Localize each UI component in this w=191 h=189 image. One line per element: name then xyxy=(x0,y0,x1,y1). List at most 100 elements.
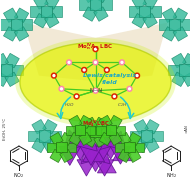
Polygon shape xyxy=(105,127,122,148)
Circle shape xyxy=(93,88,98,93)
Polygon shape xyxy=(24,23,167,81)
Text: Lewis catalysis
field: Lewis catalysis field xyxy=(83,73,136,85)
Polygon shape xyxy=(86,155,105,172)
Polygon shape xyxy=(52,6,62,17)
Circle shape xyxy=(76,95,78,97)
Polygon shape xyxy=(45,0,59,9)
Polygon shape xyxy=(134,119,148,134)
Polygon shape xyxy=(143,0,157,9)
Polygon shape xyxy=(47,143,57,152)
Circle shape xyxy=(59,86,64,91)
Polygon shape xyxy=(69,115,82,129)
Polygon shape xyxy=(41,6,52,17)
Polygon shape xyxy=(96,126,106,135)
Polygon shape xyxy=(91,146,111,164)
Ellipse shape xyxy=(20,43,171,122)
Polygon shape xyxy=(75,125,85,136)
Polygon shape xyxy=(162,8,177,22)
Circle shape xyxy=(51,73,56,78)
Polygon shape xyxy=(173,27,188,41)
Ellipse shape xyxy=(15,38,176,127)
Text: EtOH, 25°C: EtOH, 25°C xyxy=(3,117,7,140)
Polygon shape xyxy=(79,132,92,146)
Polygon shape xyxy=(85,126,95,135)
Polygon shape xyxy=(99,132,112,146)
Circle shape xyxy=(74,94,79,99)
Polygon shape xyxy=(173,8,188,22)
Polygon shape xyxy=(94,0,108,3)
Polygon shape xyxy=(60,132,73,146)
Polygon shape xyxy=(99,115,112,129)
Polygon shape xyxy=(59,146,81,165)
Polygon shape xyxy=(100,128,110,137)
Polygon shape xyxy=(5,53,19,68)
Polygon shape xyxy=(0,53,8,68)
Circle shape xyxy=(136,75,138,77)
Polygon shape xyxy=(43,138,57,153)
Polygon shape xyxy=(90,142,106,161)
Polygon shape xyxy=(132,13,146,28)
Polygon shape xyxy=(100,142,121,159)
Polygon shape xyxy=(113,143,133,161)
Circle shape xyxy=(135,73,140,78)
Circle shape xyxy=(93,60,98,65)
Polygon shape xyxy=(11,19,22,30)
Circle shape xyxy=(95,90,96,92)
Polygon shape xyxy=(180,19,191,30)
Polygon shape xyxy=(129,6,139,17)
Polygon shape xyxy=(94,134,107,147)
Text: $C_2H$: $C_2H$ xyxy=(117,102,127,109)
Polygon shape xyxy=(22,19,32,30)
Polygon shape xyxy=(34,0,48,9)
Polygon shape xyxy=(1,64,12,76)
Circle shape xyxy=(113,95,115,97)
Polygon shape xyxy=(74,126,93,148)
Polygon shape xyxy=(45,13,59,28)
Polygon shape xyxy=(81,146,99,164)
Polygon shape xyxy=(118,149,131,163)
Polygon shape xyxy=(3,27,18,41)
Polygon shape xyxy=(134,143,144,152)
Polygon shape xyxy=(183,72,191,87)
Polygon shape xyxy=(168,65,179,75)
Polygon shape xyxy=(115,143,125,152)
Polygon shape xyxy=(30,6,41,17)
Polygon shape xyxy=(66,126,75,135)
Text: >AN: >AN xyxy=(184,124,188,133)
Polygon shape xyxy=(107,131,126,151)
Polygon shape xyxy=(150,6,161,17)
Polygon shape xyxy=(128,149,141,163)
Polygon shape xyxy=(169,19,180,30)
Polygon shape xyxy=(183,53,191,68)
Polygon shape xyxy=(94,7,108,21)
Polygon shape xyxy=(109,115,122,129)
Polygon shape xyxy=(110,146,131,164)
Polygon shape xyxy=(0,65,1,75)
Polygon shape xyxy=(0,19,11,30)
Polygon shape xyxy=(14,8,29,22)
Text: NO$_2$: NO$_2$ xyxy=(13,171,25,180)
Polygon shape xyxy=(143,13,157,28)
Polygon shape xyxy=(69,141,91,160)
Text: $\mathbf{Mo^{IV}_nA_5\ LBC}$: $\mathbf{Mo^{IV}_nA_5\ LBC}$ xyxy=(78,41,113,52)
Circle shape xyxy=(93,47,98,52)
Circle shape xyxy=(68,61,70,63)
Polygon shape xyxy=(50,149,63,163)
Polygon shape xyxy=(56,142,66,153)
Polygon shape xyxy=(39,130,50,142)
Polygon shape xyxy=(66,143,76,152)
Polygon shape xyxy=(60,149,73,163)
Polygon shape xyxy=(28,131,39,141)
Circle shape xyxy=(95,48,96,50)
Polygon shape xyxy=(32,138,46,153)
Circle shape xyxy=(95,61,96,63)
Polygon shape xyxy=(90,0,101,10)
Polygon shape xyxy=(90,127,101,137)
Text: $H_2O$: $H_2O$ xyxy=(64,102,74,109)
Polygon shape xyxy=(152,131,163,141)
Polygon shape xyxy=(162,27,177,41)
Polygon shape xyxy=(84,117,97,130)
Circle shape xyxy=(83,69,85,71)
Polygon shape xyxy=(80,146,102,165)
Polygon shape xyxy=(94,117,107,130)
